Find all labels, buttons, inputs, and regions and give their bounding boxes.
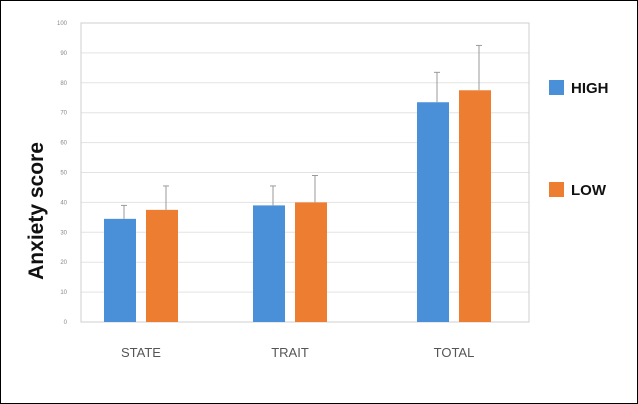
bar-high-trait xyxy=(253,205,285,322)
legend: HIGH LOW xyxy=(549,80,609,199)
bars xyxy=(104,90,491,323)
y-tick-label: 0 xyxy=(64,320,68,326)
y-tick-label: 80 xyxy=(60,81,67,87)
bar-high-total xyxy=(417,102,449,322)
y-tick-label: 10 xyxy=(60,290,67,296)
x-axis-category-labels: STATE TRAIT TOTAL xyxy=(121,345,474,360)
bar-low-trait xyxy=(295,202,327,322)
y-tick-label: 60 xyxy=(60,141,67,147)
legend-label-high: HIGH xyxy=(571,80,609,97)
y-tick-label: 90 xyxy=(60,51,67,57)
legend-swatch-low xyxy=(549,182,564,197)
y-tick-label: 30 xyxy=(60,230,67,236)
y-axis-ticks: 0 10 20 30 40 50 60 70 80 90 100 xyxy=(57,21,68,326)
bar-high-state xyxy=(104,218,136,322)
y-tick-label: 50 xyxy=(60,171,67,177)
category-label-state: STATE xyxy=(121,345,161,360)
bar-low-state xyxy=(146,209,178,322)
y-tick-label: 100 xyxy=(57,21,68,27)
y-tick-label: 40 xyxy=(60,200,67,206)
category-label-total: TOTAL xyxy=(434,345,475,360)
bar-low-total xyxy=(459,90,491,323)
legend-label-low: LOW xyxy=(571,182,607,199)
y-tick-label: 20 xyxy=(60,260,67,266)
category-label-trait: TRAIT xyxy=(271,345,309,360)
y-tick-label: 70 xyxy=(60,111,67,117)
legend-swatch-high xyxy=(549,80,564,95)
error-bars xyxy=(121,44,482,219)
y-axis-label: Anxiety score xyxy=(25,142,48,280)
